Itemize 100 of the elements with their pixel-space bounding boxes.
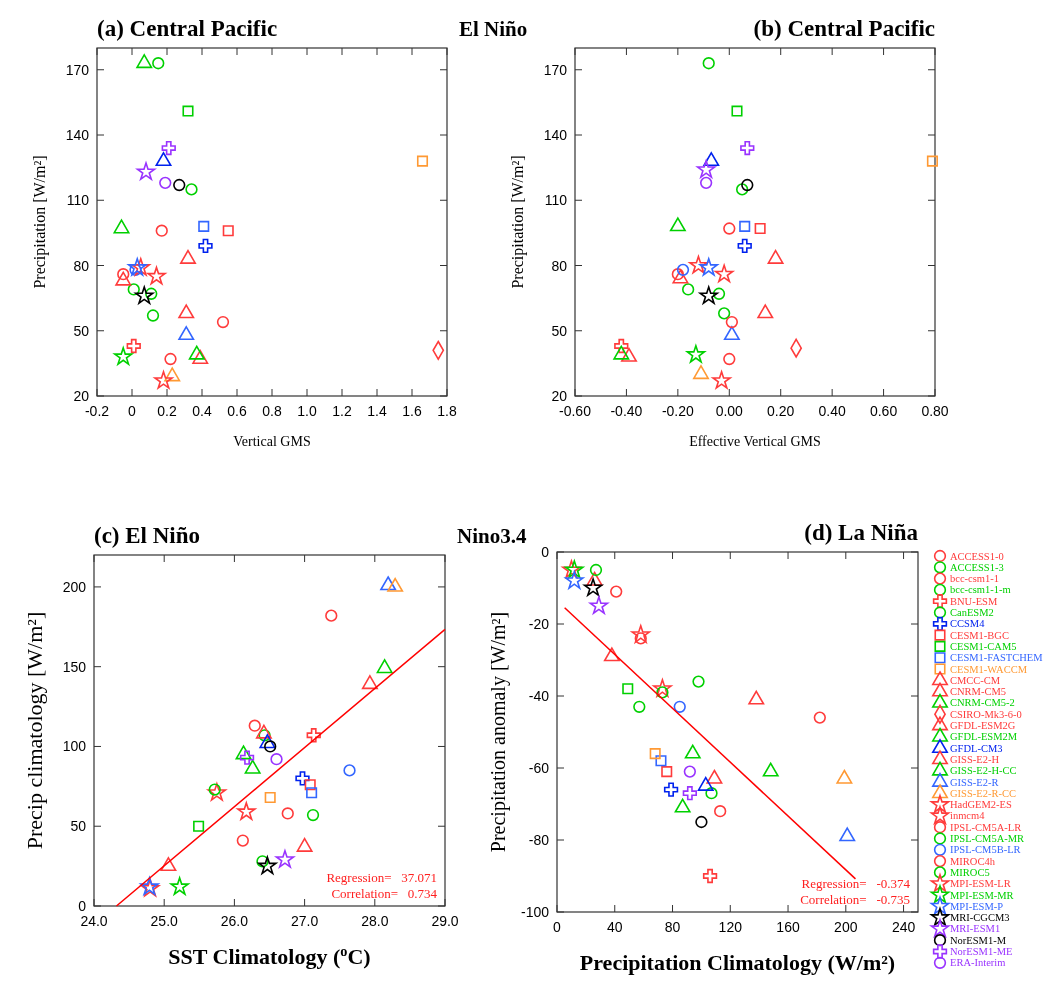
point	[275, 849, 295, 868]
point	[699, 286, 719, 304]
chart-title: (a) Central Pacific	[97, 16, 278, 41]
point	[258, 856, 277, 875]
point	[712, 371, 731, 389]
x-tick-label: 24.0	[80, 913, 108, 929]
legend-label: MRI-ESM1	[950, 923, 1001, 935]
point	[589, 596, 609, 615]
point	[188, 345, 205, 360]
point	[236, 834, 249, 847]
text: El Niño	[459, 17, 528, 41]
point	[113, 219, 130, 234]
x-axis-title: Precipitation Climatology (W/m²)	[579, 950, 896, 975]
point	[671, 268, 685, 281]
point	[198, 220, 210, 232]
legend-label: NorESM1-M	[950, 934, 1007, 946]
point	[244, 759, 261, 774]
legend-label: CNRM-CM5-2	[950, 697, 1015, 709]
x-tick-label: 1.8	[437, 403, 457, 419]
x-axis-title: Vertical GMS	[233, 434, 311, 449]
chart-title: (d) La Niña	[804, 520, 919, 545]
point	[387, 577, 404, 592]
legend-label: IPSL-CM5A-MR	[950, 833, 1025, 844]
point	[127, 283, 140, 296]
x-tick-label: 0.20	[767, 403, 795, 419]
point	[134, 286, 154, 304]
y-tick-label: 0	[541, 544, 550, 560]
x-tick-label: 27.0	[290, 913, 319, 929]
point	[614, 338, 629, 354]
legend-label: GISS-E2-R-CC	[950, 787, 1016, 799]
point	[613, 345, 630, 360]
point	[361, 675, 378, 690]
legend-label: ERA-Interim	[950, 957, 1006, 969]
y-tick-label: -60	[528, 760, 550, 776]
y-tick-label: 110	[544, 192, 568, 209]
annotation: Correlation= -0.735	[800, 892, 910, 907]
point	[239, 750, 255, 765]
point	[343, 764, 356, 777]
point	[669, 217, 686, 232]
point	[154, 371, 173, 389]
y-tick-label: -80	[528, 832, 550, 848]
x-tick-label: 28.0	[361, 913, 389, 929]
point	[295, 771, 310, 786]
y-tick-label: 140	[543, 127, 568, 143]
point	[712, 287, 726, 300]
point	[702, 57, 715, 70]
point	[126, 338, 141, 354]
point	[416, 155, 429, 167]
y-tick-label: 50	[70, 818, 87, 835]
point	[926, 155, 938, 167]
y-tick-label: 200	[62, 578, 87, 595]
y-tick-label: -100	[520, 904, 550, 920]
x-tick-label: 1.2	[332, 403, 352, 419]
point	[686, 344, 706, 363]
point	[281, 807, 294, 820]
point	[270, 753, 283, 766]
point	[839, 827, 856, 842]
legend-label: CESM1-CAM5	[950, 640, 1017, 652]
x-axis-title: SST Climatology ($^{o}$C)	[168, 943, 371, 969]
x-tick-label: 0.60	[869, 403, 898, 419]
x-tick-label: 0.6	[227, 403, 247, 419]
y-axis-title: Precipitation [W/m²]	[31, 155, 49, 289]
point	[741, 178, 754, 192]
point	[674, 798, 691, 813]
x-tick-label: 26.0	[220, 913, 249, 929]
x-tick-label: -0.60	[559, 403, 592, 419]
point	[325, 609, 338, 622]
legend-label: IPSL-CM5B-LR	[950, 844, 1021, 856]
point	[699, 257, 719, 276]
point	[164, 367, 181, 382]
legend-label: IPSL-CM5A-LR	[950, 821, 1022, 833]
y-tick-label: 50	[73, 322, 90, 339]
point	[170, 877, 189, 895]
text: Nino3.4	[457, 524, 527, 548]
point	[684, 744, 701, 759]
x-tick-label: 40	[606, 919, 623, 935]
y-tick-label: 110	[66, 192, 90, 209]
point	[192, 349, 209, 364]
point	[222, 225, 234, 237]
legend-label: GISS-E2-R	[950, 776, 999, 788]
point	[676, 263, 690, 276]
point	[185, 183, 198, 196]
x-tick-label: 120	[718, 919, 743, 935]
point	[655, 755, 667, 767]
point	[160, 856, 177, 872]
legend-label: BNU-ESM	[950, 595, 998, 607]
point	[813, 711, 826, 724]
point	[661, 766, 673, 778]
y-tick-label: 170	[543, 61, 568, 78]
point	[178, 325, 195, 341]
point	[115, 271, 132, 286]
chart-title: (c) El Niño	[94, 523, 201, 548]
point	[633, 700, 646, 713]
point	[182, 105, 194, 117]
legend-label: MPI-ESM-LR	[950, 878, 1011, 890]
legend-label: GFDL-CM3	[950, 742, 1003, 754]
point	[207, 782, 227, 801]
point	[306, 787, 318, 799]
legend-label: ACCESS1-0	[950, 550, 1004, 562]
point	[717, 307, 731, 320]
